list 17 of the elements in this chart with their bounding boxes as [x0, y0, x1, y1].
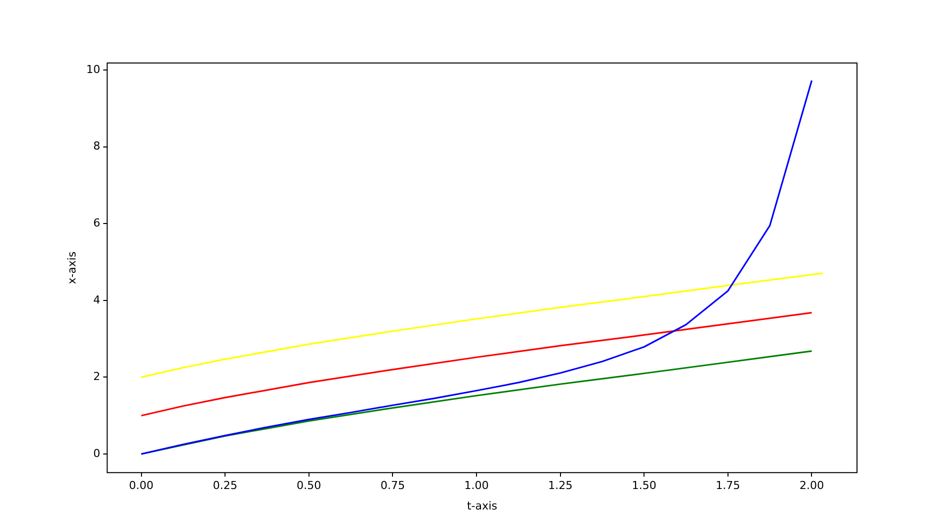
- x-tick-label: 1.75: [716, 479, 740, 492]
- y-tick-label: 6: [93, 216, 100, 230]
- x-tick-label: 0.00: [129, 479, 154, 492]
- y-tick-label: 4: [93, 293, 100, 306]
- x-tick-label: 0.50: [296, 479, 322, 492]
- x-axis-title: t-axis: [466, 499, 498, 512]
- x-tick-label: 2.00: [799, 479, 824, 492]
- y-tick-label: 8: [93, 140, 100, 153]
- y-tick-label: 10: [86, 62, 100, 76]
- x-tick-label: 1.00: [464, 479, 489, 492]
- x-tick-label: 0.75: [380, 479, 405, 492]
- x-tick-label: 1.50: [632, 479, 656, 492]
- y-axis-title: x-axis: [65, 251, 78, 284]
- y-tick-label: 0: [93, 446, 100, 460]
- y-tick-label: 2: [93, 370, 100, 384]
- x-tick-label: 1.25: [548, 479, 573, 492]
- x-tick-label: 0.25: [212, 479, 238, 492]
